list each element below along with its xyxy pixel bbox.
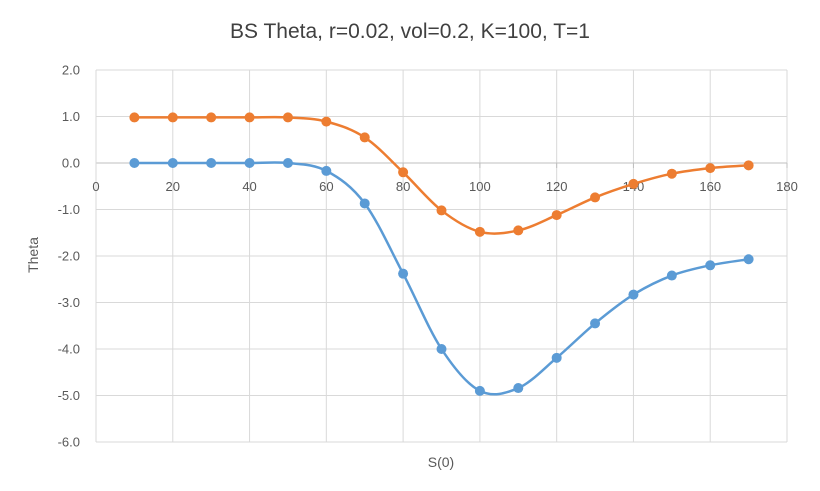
x-tick-label: 100 [469,179,491,194]
y-tick-label: -6.0 [58,435,80,450]
y-tick-label: 0.0 [62,156,80,171]
x-tick-label: 60 [319,179,333,194]
x-tick-labels: 020406080100120140160180 [92,179,797,194]
series-line [134,115,749,235]
data-point [474,226,485,237]
data-point [666,168,677,179]
gridlines [95,69,788,443]
y-tick-label: -5.0 [58,388,80,403]
y-tick-label: -3.0 [58,295,80,310]
y-tick-label: -4.0 [58,342,80,357]
data-point [321,165,332,176]
x-tick-label: 180 [776,179,798,194]
data-point [551,210,562,221]
data-point [590,192,601,203]
data-point [359,198,370,209]
data-point [244,112,255,123]
data-point [705,163,716,174]
data-point [513,225,524,236]
series-2 [129,112,754,237]
data-point [666,270,677,281]
data-point [551,352,562,363]
data-point [743,160,754,171]
data-point [206,158,217,168]
y-tick-label: -1.0 [58,202,80,217]
x-tick-label: 0 [92,179,99,194]
data-point [705,260,716,271]
data-point [129,112,140,123]
series-1 [129,158,754,396]
data-point [129,158,140,168]
data-point [321,116,332,127]
y-tick-labels: 2.0 1.0 0.0 -1.0 -2.0 -3.0 -4.0 -5.0 -6.0 [58,63,80,450]
y-axis-label: Theta [25,237,41,273]
y-tick-label: 2.0 [62,63,80,78]
y-tick-label: -2.0 [58,249,80,264]
chart-title: BS Theta, r=0.02, vol=0.2, K=100, T=1 [230,20,590,43]
data-point [206,112,217,123]
series-line [134,161,749,396]
data-point [590,318,601,329]
data-point [167,112,178,123]
x-tick-label: 40 [242,179,256,194]
data-point [282,158,293,168]
data-point [167,158,178,168]
data-point [628,289,639,300]
y-tick-label: 1.0 [62,109,80,124]
data-point [474,385,485,396]
data-point [398,167,409,178]
data-point [282,112,293,123]
x-tick-label: 80 [396,179,410,194]
x-tick-label: 160 [699,179,721,194]
data-point [628,178,639,189]
data-point [436,205,447,216]
x-axis-label: S(0) [428,454,454,470]
data-point [743,254,754,265]
data-point [398,268,409,279]
data-point [436,344,447,354]
data-point [244,158,255,168]
data-point [513,383,524,394]
x-tick-label: 120 [546,179,568,194]
series-group [129,112,754,396]
x-tick-label: 20 [166,179,180,194]
data-point [359,132,370,143]
